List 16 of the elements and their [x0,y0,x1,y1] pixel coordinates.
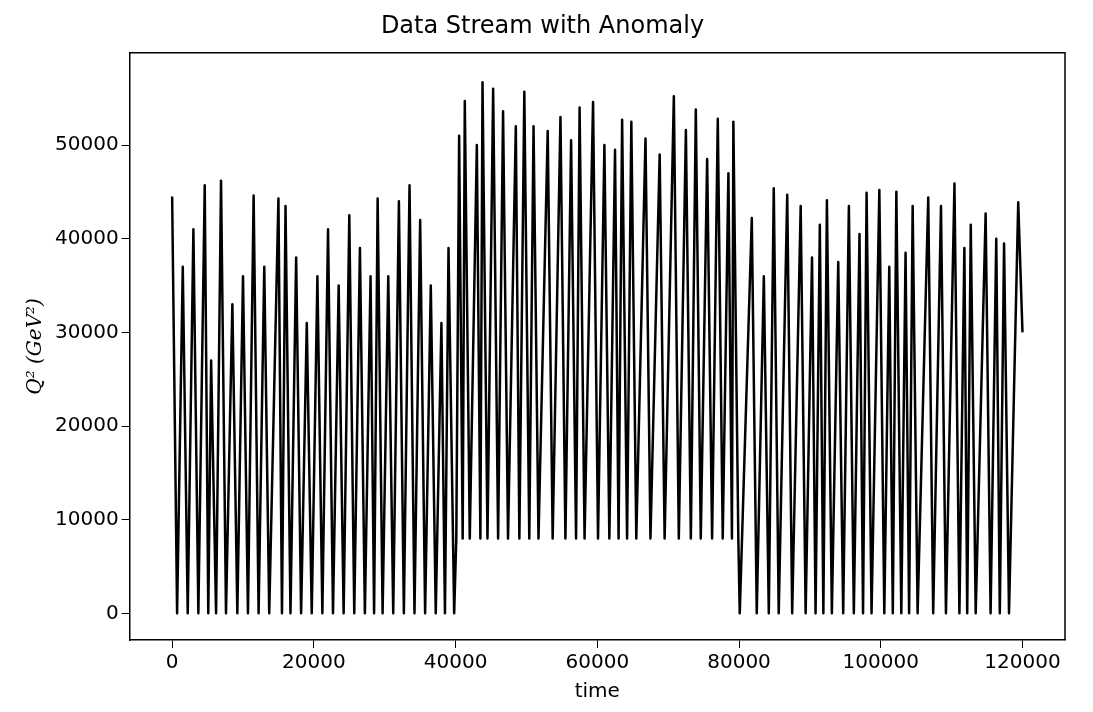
x-tick-label: 20000 [282,649,346,674]
chart-title: Data Stream with Anomaly [380,10,705,39]
y-tick-label: 50000 [55,131,119,156]
y-tick-label: 10000 [55,505,119,530]
x-tick-label: 40000 [423,649,488,674]
y-tick-label: 30000 [55,318,119,343]
x-axis-title: time [574,678,620,703]
x-tick-label: 0 [165,649,179,674]
x-tick-label: 60000 [565,649,630,674]
y-axis-title: Q² (GeV²) [22,298,47,395]
x-tick-label: 80000 [707,649,771,674]
x-tick-label: 100000 [842,649,919,674]
y-tick-label: 20000 [55,412,119,437]
y-tick-label: 0 [105,599,119,624]
x-tick-label: 120000 [984,649,1061,674]
y-tick-label: 40000 [55,224,119,249]
